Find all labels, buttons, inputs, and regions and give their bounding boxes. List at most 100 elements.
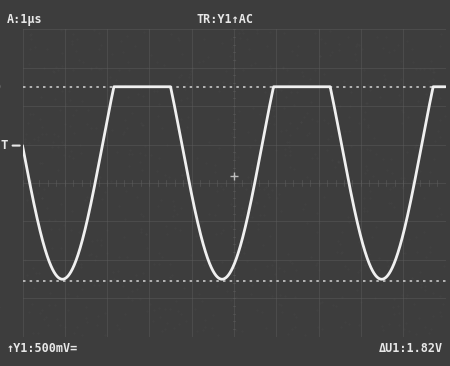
Point bbox=[50, 259, 57, 265]
Point bbox=[96, 174, 104, 180]
Point bbox=[351, 278, 358, 284]
Point bbox=[229, 134, 236, 139]
Point bbox=[178, 205, 185, 211]
Point bbox=[182, 82, 189, 88]
Point bbox=[384, 258, 391, 264]
Point bbox=[218, 40, 225, 46]
Point bbox=[288, 49, 296, 55]
Point bbox=[156, 261, 163, 266]
Point bbox=[390, 204, 397, 210]
Point bbox=[256, 212, 264, 217]
Point bbox=[390, 47, 397, 53]
Point bbox=[332, 107, 339, 113]
Point bbox=[148, 53, 155, 59]
Point bbox=[214, 202, 221, 208]
Point bbox=[321, 194, 328, 200]
Point bbox=[173, 298, 180, 303]
Point bbox=[370, 135, 378, 141]
Point bbox=[32, 44, 39, 50]
Point bbox=[423, 255, 430, 261]
Point bbox=[54, 134, 62, 139]
Point bbox=[266, 282, 273, 288]
Point bbox=[27, 32, 34, 38]
Point bbox=[116, 254, 123, 260]
Point bbox=[316, 182, 324, 187]
Point bbox=[123, 33, 130, 39]
Point bbox=[355, 120, 362, 126]
Text: 90: 90 bbox=[0, 83, 1, 92]
Point bbox=[346, 321, 353, 327]
Point bbox=[417, 168, 424, 174]
Point bbox=[224, 288, 231, 294]
Point bbox=[119, 131, 126, 137]
Point bbox=[316, 53, 324, 59]
Point bbox=[258, 309, 265, 315]
Point bbox=[402, 178, 409, 184]
Point bbox=[175, 35, 182, 41]
Point bbox=[342, 128, 349, 134]
Point bbox=[187, 68, 194, 74]
Point bbox=[269, 262, 276, 268]
Point bbox=[173, 86, 180, 92]
Point bbox=[267, 29, 274, 35]
Text: 02: 02 bbox=[0, 300, 1, 310]
Point bbox=[87, 183, 94, 189]
Point bbox=[316, 267, 323, 273]
Point bbox=[199, 327, 207, 333]
Point bbox=[177, 311, 184, 317]
Point bbox=[180, 285, 187, 291]
Point bbox=[335, 159, 342, 165]
Point bbox=[291, 277, 298, 283]
Point bbox=[334, 238, 342, 244]
Point bbox=[136, 159, 144, 165]
Point bbox=[431, 138, 438, 144]
Point bbox=[247, 291, 254, 296]
Point bbox=[144, 65, 151, 71]
Point bbox=[166, 274, 174, 280]
Point bbox=[166, 306, 174, 311]
Point bbox=[385, 181, 392, 187]
Point bbox=[170, 111, 177, 117]
Point bbox=[249, 165, 256, 171]
Point bbox=[200, 58, 207, 64]
Point bbox=[379, 156, 387, 162]
Point bbox=[71, 330, 78, 336]
Point bbox=[421, 195, 428, 201]
Point bbox=[384, 263, 391, 269]
Point bbox=[206, 212, 213, 217]
Point bbox=[409, 46, 416, 52]
Point bbox=[156, 250, 163, 256]
Point bbox=[109, 51, 116, 56]
Point bbox=[256, 111, 263, 117]
Point bbox=[240, 250, 248, 256]
Point bbox=[68, 148, 75, 154]
Point bbox=[419, 141, 427, 147]
Point bbox=[253, 30, 261, 36]
Point bbox=[215, 116, 222, 122]
Point bbox=[234, 154, 241, 160]
Point bbox=[313, 156, 320, 161]
Point bbox=[292, 314, 299, 320]
Point bbox=[138, 122, 145, 128]
Point bbox=[176, 227, 184, 233]
Point bbox=[99, 122, 106, 128]
Point bbox=[27, 31, 35, 37]
Point bbox=[248, 283, 256, 288]
Point bbox=[423, 91, 430, 97]
Point bbox=[45, 322, 52, 328]
Point bbox=[78, 98, 86, 104]
Point bbox=[227, 202, 234, 208]
Point bbox=[399, 109, 406, 115]
Point bbox=[21, 136, 28, 142]
Point bbox=[168, 272, 176, 278]
Point bbox=[303, 132, 310, 138]
Point bbox=[333, 249, 341, 255]
Point bbox=[278, 87, 285, 93]
Point bbox=[410, 301, 417, 307]
Point bbox=[227, 36, 234, 42]
Point bbox=[300, 73, 307, 79]
Point bbox=[315, 220, 323, 226]
Point bbox=[240, 244, 247, 250]
Point bbox=[205, 278, 212, 284]
Point bbox=[427, 58, 434, 64]
